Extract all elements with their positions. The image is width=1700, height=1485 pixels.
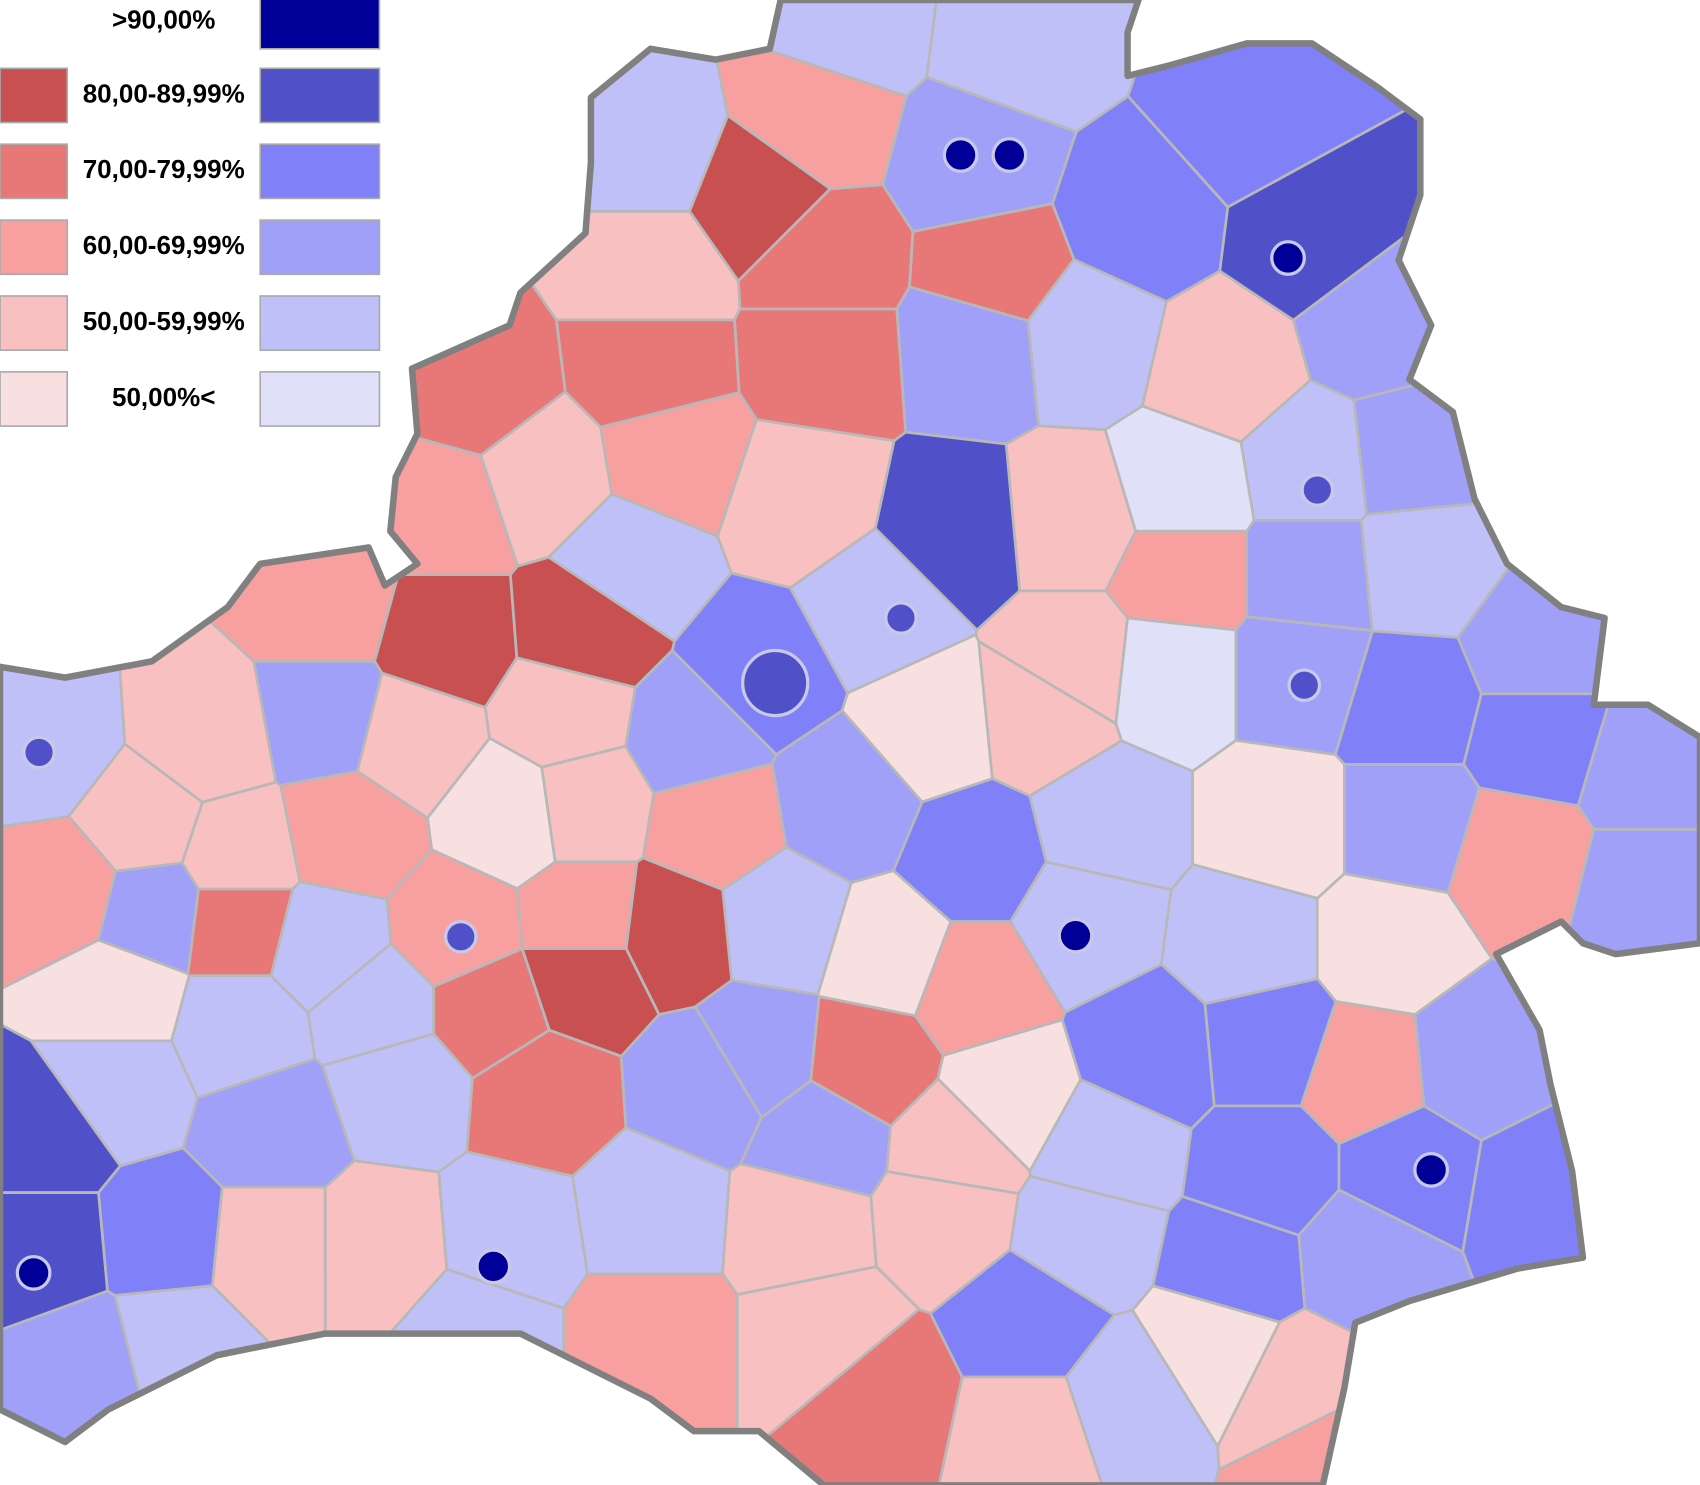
city-dot xyxy=(1057,917,1094,954)
region xyxy=(935,1375,1108,1485)
city-dot xyxy=(991,137,1028,173)
city-dot xyxy=(741,648,810,718)
region xyxy=(211,1185,327,1400)
city-dot xyxy=(475,1248,512,1285)
legend-swatch-red xyxy=(0,219,69,276)
city-dot xyxy=(1413,1151,1450,1188)
legend-swatch-blue xyxy=(259,143,381,200)
city-dot xyxy=(443,919,478,954)
region xyxy=(323,1159,449,1405)
city-dot xyxy=(22,735,56,770)
legend-label: 80,00-89,99% xyxy=(83,78,245,108)
legend-background xyxy=(0,0,382,432)
region xyxy=(1245,519,1374,633)
legend-label: 70,00-79,99% xyxy=(83,154,245,184)
region xyxy=(562,1272,739,1485)
legend: >90,00% 80,00-89,99% 70,00-79,99% 60,00-69,… xyxy=(0,0,382,432)
city-dot xyxy=(15,1254,52,1291)
city-dot xyxy=(884,601,918,635)
region xyxy=(515,860,639,951)
legend-swatch-blue xyxy=(259,219,381,276)
city-dot xyxy=(1300,473,1335,507)
legend-label: 50,00-59,99% xyxy=(83,306,245,336)
legend-swatch-blue xyxy=(259,295,381,352)
legend-label: 60,00-69,99% xyxy=(83,230,245,260)
city-dot xyxy=(1287,668,1322,703)
region xyxy=(540,744,656,864)
region xyxy=(97,1146,224,1297)
legend-label: 50,00%< xyxy=(112,382,215,412)
city-dot xyxy=(1270,240,1306,276)
legend-label: >90,00% xyxy=(112,5,215,35)
legend-swatch-blue xyxy=(259,0,381,50)
legend-swatch-blue xyxy=(259,67,381,124)
legend-swatch-red xyxy=(0,67,69,124)
legend-swatch-blue xyxy=(259,371,381,427)
city-dot xyxy=(942,137,979,173)
legend-swatch-red xyxy=(0,371,69,427)
legend-swatch-red xyxy=(0,295,69,352)
cities xyxy=(15,137,1450,1291)
legend-swatch-red xyxy=(0,143,69,200)
